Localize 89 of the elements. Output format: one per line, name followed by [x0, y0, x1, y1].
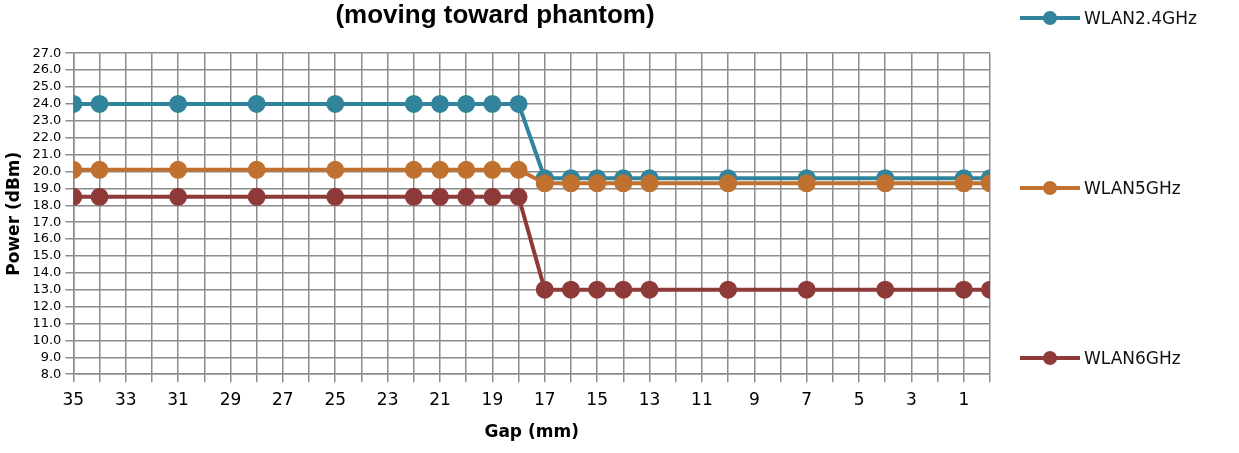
point — [483, 160, 502, 179]
y-axis-title: Power (dBm) — [2, 151, 23, 276]
x-tick-label: 23 — [376, 388, 399, 409]
x-tick-label: 21 — [429, 388, 451, 409]
y-tick-label: 15.0 — [32, 247, 62, 263]
point — [535, 174, 554, 193]
y-tick-label: 11.0 — [32, 314, 62, 330]
x-tick-label: 19 — [481, 388, 504, 409]
point — [954, 280, 973, 299]
point — [797, 174, 816, 193]
point — [169, 160, 188, 179]
chart-title: (moving toward phantom) — [335, 0, 655, 29]
point — [876, 280, 895, 299]
point — [640, 174, 659, 193]
x-tick-label: 5 — [853, 388, 865, 409]
y-tick-label: 25.0 — [32, 78, 62, 94]
point — [404, 187, 423, 206]
x-tick-label: 13 — [638, 388, 661, 409]
y-tick-label: 23.0 — [32, 112, 62, 128]
y-tick-label: 20.0 — [32, 162, 62, 178]
point — [90, 94, 109, 113]
y-tick-label: 8.0 — [40, 365, 62, 381]
x-axis-title: Gap (mm) — [484, 421, 579, 442]
y-tick-label: 16.0 — [32, 230, 62, 246]
x-tick-label: 35 — [62, 388, 85, 409]
y-tick-label: 13.0 — [32, 281, 62, 297]
point — [457, 160, 476, 179]
y-tick-label: 26.0 — [32, 61, 62, 77]
x-tick-label: 7 — [801, 388, 813, 409]
point — [797, 280, 816, 299]
y-tick-label: 12.0 — [32, 298, 62, 313]
y-tick-label: 9.0 — [40, 348, 62, 364]
x-tick-label: 31 — [167, 388, 189, 409]
point — [535, 280, 554, 299]
point — [640, 280, 659, 299]
point — [954, 174, 973, 193]
point — [614, 174, 633, 193]
legend-label: WLAN2.4GHz — [1084, 8, 1197, 28]
point — [561, 280, 580, 299]
x-tick-label: 3 — [906, 388, 917, 409]
point — [326, 94, 345, 113]
point — [483, 94, 502, 113]
y-tick-label: 24.0 — [32, 95, 62, 111]
point — [614, 280, 633, 299]
x-tick-label: 29 — [219, 388, 242, 409]
y-tick-label: 27.0 — [32, 44, 62, 60]
legend-label: WLAN6GHz — [1084, 348, 1181, 368]
point — [169, 187, 188, 206]
point — [588, 174, 607, 193]
x-tick-label: 11 — [691, 388, 713, 409]
point — [404, 160, 423, 179]
point — [326, 160, 345, 179]
point — [404, 94, 423, 113]
x-tick-label: 1 — [958, 388, 970, 409]
point — [326, 187, 345, 206]
y-tick-label: 17.0 — [32, 213, 62, 229]
point — [247, 187, 266, 206]
point — [431, 94, 450, 113]
y-tick-label: 19.0 — [32, 179, 62, 195]
point — [431, 187, 450, 206]
x-tick-label: 15 — [586, 388, 608, 409]
point — [169, 94, 188, 113]
point — [876, 174, 895, 193]
point — [483, 187, 502, 206]
point — [561, 174, 580, 193]
point — [588, 280, 607, 299]
point — [431, 160, 450, 179]
point — [90, 187, 109, 206]
point — [90, 160, 109, 179]
y-tick-label: 22.0 — [32, 129, 62, 145]
point — [457, 94, 476, 113]
x-tick-label: 27 — [272, 388, 294, 409]
x-tick-label: 17 — [533, 388, 556, 409]
y-tick-label: 21.0 — [32, 145, 62, 161]
x-tick-label: 9 — [748, 388, 760, 409]
point — [719, 174, 738, 193]
point — [509, 187, 528, 206]
point — [457, 187, 476, 206]
point — [509, 160, 528, 179]
y-tick-label: 18.0 — [32, 196, 62, 212]
y-tick-label: 14.0 — [32, 264, 62, 280]
x-tick-label: 25 — [324, 388, 347, 409]
point — [247, 160, 266, 179]
legend-label: WLAN5GHz — [1084, 178, 1181, 198]
point — [247, 94, 266, 113]
point — [719, 280, 738, 299]
y-tick-label: 10.0 — [32, 331, 62, 347]
point — [509, 94, 528, 113]
x-tick-label: 33 — [114, 388, 137, 409]
